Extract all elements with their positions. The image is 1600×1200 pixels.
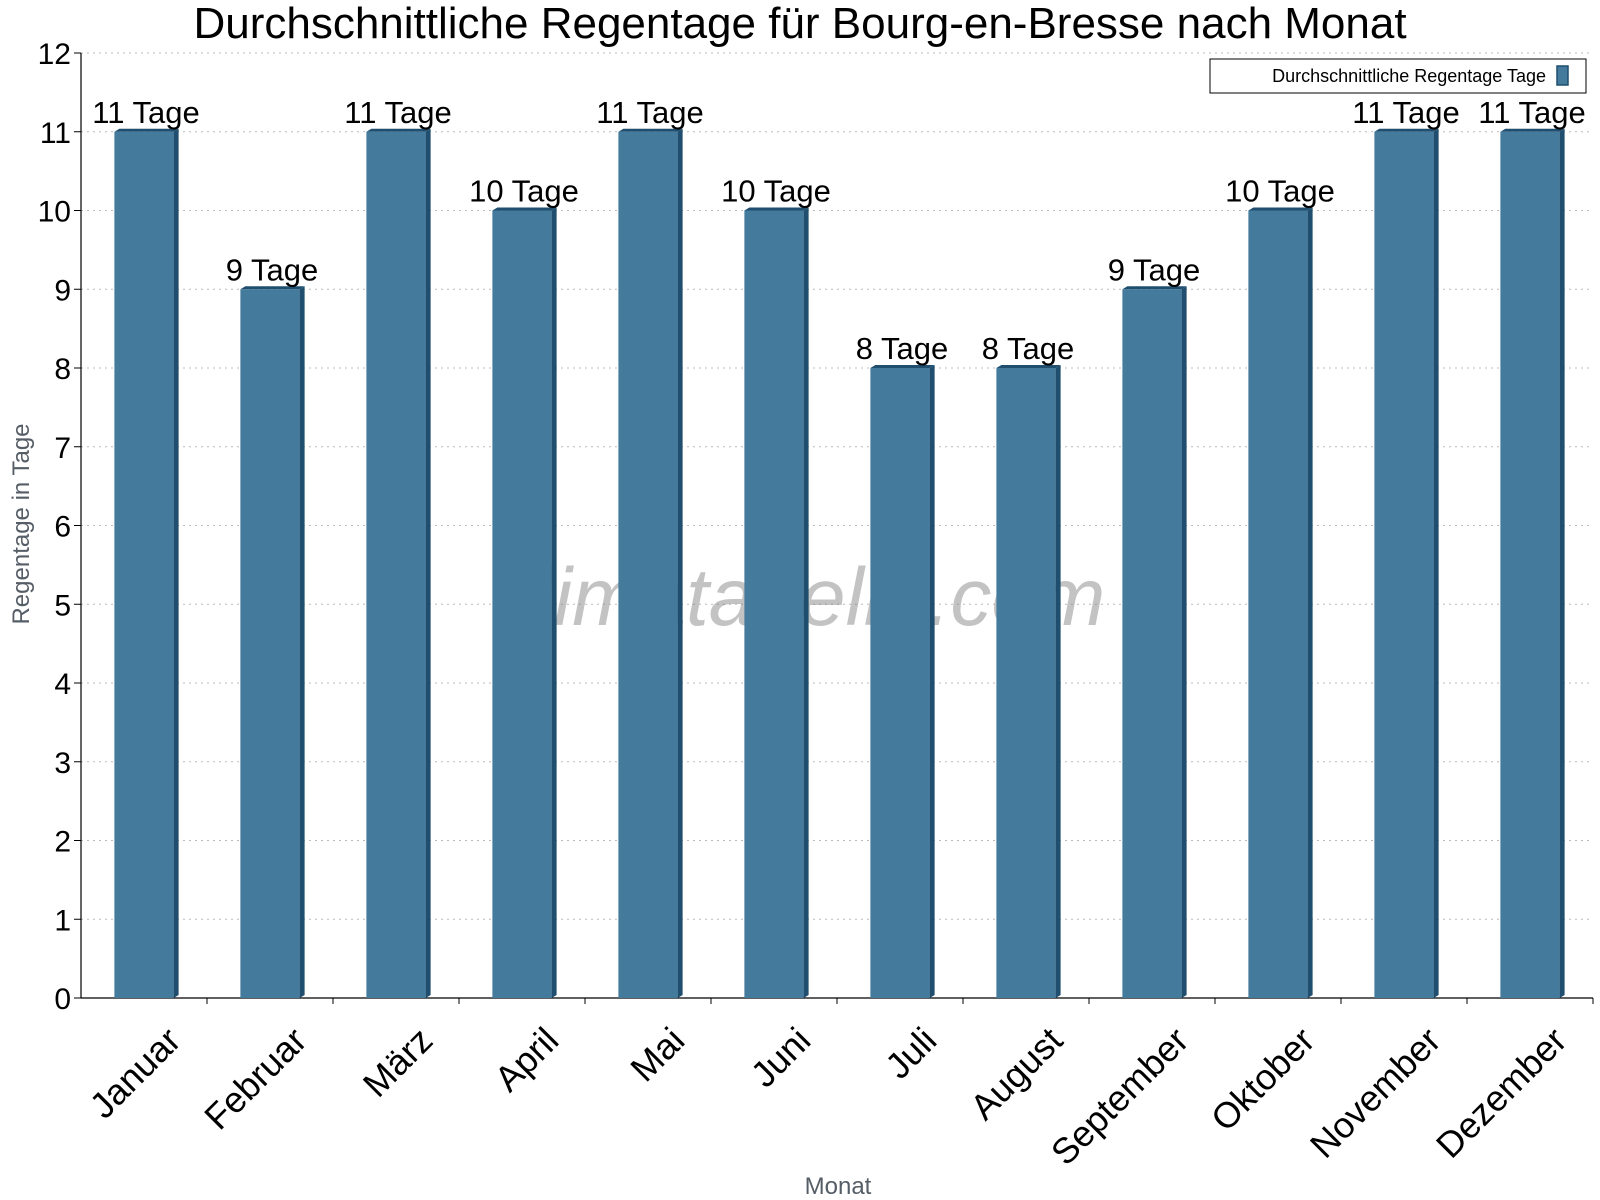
bar-top: [870, 365, 935, 368]
data-label: 8 Tage: [982, 331, 1075, 366]
legend-box: [1209, 58, 1587, 94]
y-tick-label: 11: [40, 117, 71, 150]
bar: [492, 210, 552, 998]
data-label: 10 Tage: [469, 174, 579, 209]
x-tick-label: April: [486, 1019, 566, 1099]
y-tick-label: 4: [54, 668, 71, 701]
x-tick-label: September: [1043, 1019, 1197, 1173]
y-tick-label: 9: [54, 274, 71, 307]
bar-top: [240, 286, 305, 290]
data-label: 8 Tage: [856, 331, 949, 366]
x-tick-label: Oktober: [1203, 1019, 1323, 1139]
bar: [1500, 131, 1560, 998]
bar-side: [1055, 365, 1061, 998]
x-tick-label: Februar: [196, 1019, 314, 1137]
bar-top: [114, 128, 179, 132]
x-tick-label: März: [355, 1019, 441, 1105]
data-label: 11 Tage: [1352, 95, 1459, 130]
legend: Durchschnittliche Regentage Tage: [1209, 58, 1587, 94]
grid-lines: [81, 52, 1593, 920]
x-tick-label: November: [1302, 1019, 1448, 1165]
bar: [1122, 289, 1182, 998]
bars: [114, 128, 1565, 998]
legend-label: Durchschnittliche Regentage Tage: [1272, 66, 1546, 86]
x-tick-label: Juni: [743, 1019, 819, 1095]
bar-side: [1307, 207, 1313, 998]
y-tick-label: 7: [54, 432, 71, 465]
data-labels: 11 Tage 9 Tage 11 Tage 10 Tage 11 Tage 10 Tag…: [92, 95, 1585, 366]
y-tick-label: 8: [54, 353, 71, 386]
y-tick-label: 0: [54, 983, 71, 1016]
bar-top: [1122, 286, 1187, 290]
bar: [1374, 131, 1434, 998]
bar-side: [173, 128, 179, 998]
y-tick-label: 10: [38, 196, 71, 229]
bar-top: [492, 207, 557, 211]
y-tick-label: 5: [54, 589, 71, 622]
data-label: 9 Tage: [226, 252, 319, 287]
x-tick-label: August: [962, 1019, 1070, 1127]
bar: [240, 289, 300, 998]
bar-side: [803, 207, 809, 998]
bar-side: [1433, 128, 1439, 998]
data-label: 11 Tage: [344, 95, 451, 130]
y-tick-label: 6: [54, 511, 71, 544]
bar: [1248, 210, 1308, 998]
y-tick-label: 1: [54, 904, 71, 937]
legend-swatch: [1556, 65, 1569, 86]
data-label: 11 Tage: [92, 95, 199, 130]
bar: [366, 131, 426, 998]
axes: [74, 52, 1594, 1004]
bar-side: [677, 128, 683, 998]
chart-title: Durchschnittliche Regentage für Bourg-en…: [193, 0, 1406, 48]
x-tick-label: Dezember: [1428, 1019, 1574, 1165]
x-tick-label: Januar: [82, 1019, 189, 1126]
bar: [114, 131, 174, 998]
data-label: 10 Tage: [1225, 174, 1335, 209]
bar-top: [366, 128, 431, 132]
bar-top: [1248, 207, 1313, 211]
y-tick-label: 2: [54, 826, 71, 859]
bar-top: [1374, 128, 1439, 132]
bar: [870, 368, 930, 998]
y-tick-label: 3: [54, 747, 71, 780]
data-label: 10 Tage: [721, 174, 831, 209]
bar-top: [1500, 128, 1565, 132]
bar-side: [1559, 128, 1565, 998]
bar: [618, 131, 678, 998]
x-tick-label: Mai: [622, 1019, 692, 1089]
bar-side: [1181, 286, 1187, 998]
data-label: 9 Tage: [1108, 252, 1201, 287]
bar: [744, 210, 804, 998]
x-tick-labels: Januar Februar März April Mai Juni Juli AugustS…: [82, 1019, 1575, 1173]
bar-side: [551, 207, 557, 998]
bar-side: [929, 365, 935, 998]
x-tick-label: Juli: [877, 1019, 944, 1086]
bar: [996, 368, 1056, 998]
bar-top: [618, 128, 683, 132]
bar-top: [744, 207, 809, 211]
bar-top: [996, 365, 1061, 368]
bar-side: [425, 128, 431, 998]
bar-side: [299, 286, 305, 998]
data-label: 11 Tage: [1478, 95, 1585, 130]
data-label: 11 Tage: [596, 95, 703, 130]
y-tick-label: 12: [38, 38, 71, 71]
y-axis-label: Regentage in Tage: [8, 423, 35, 624]
x-axis-label: Monat: [805, 1173, 872, 1200]
